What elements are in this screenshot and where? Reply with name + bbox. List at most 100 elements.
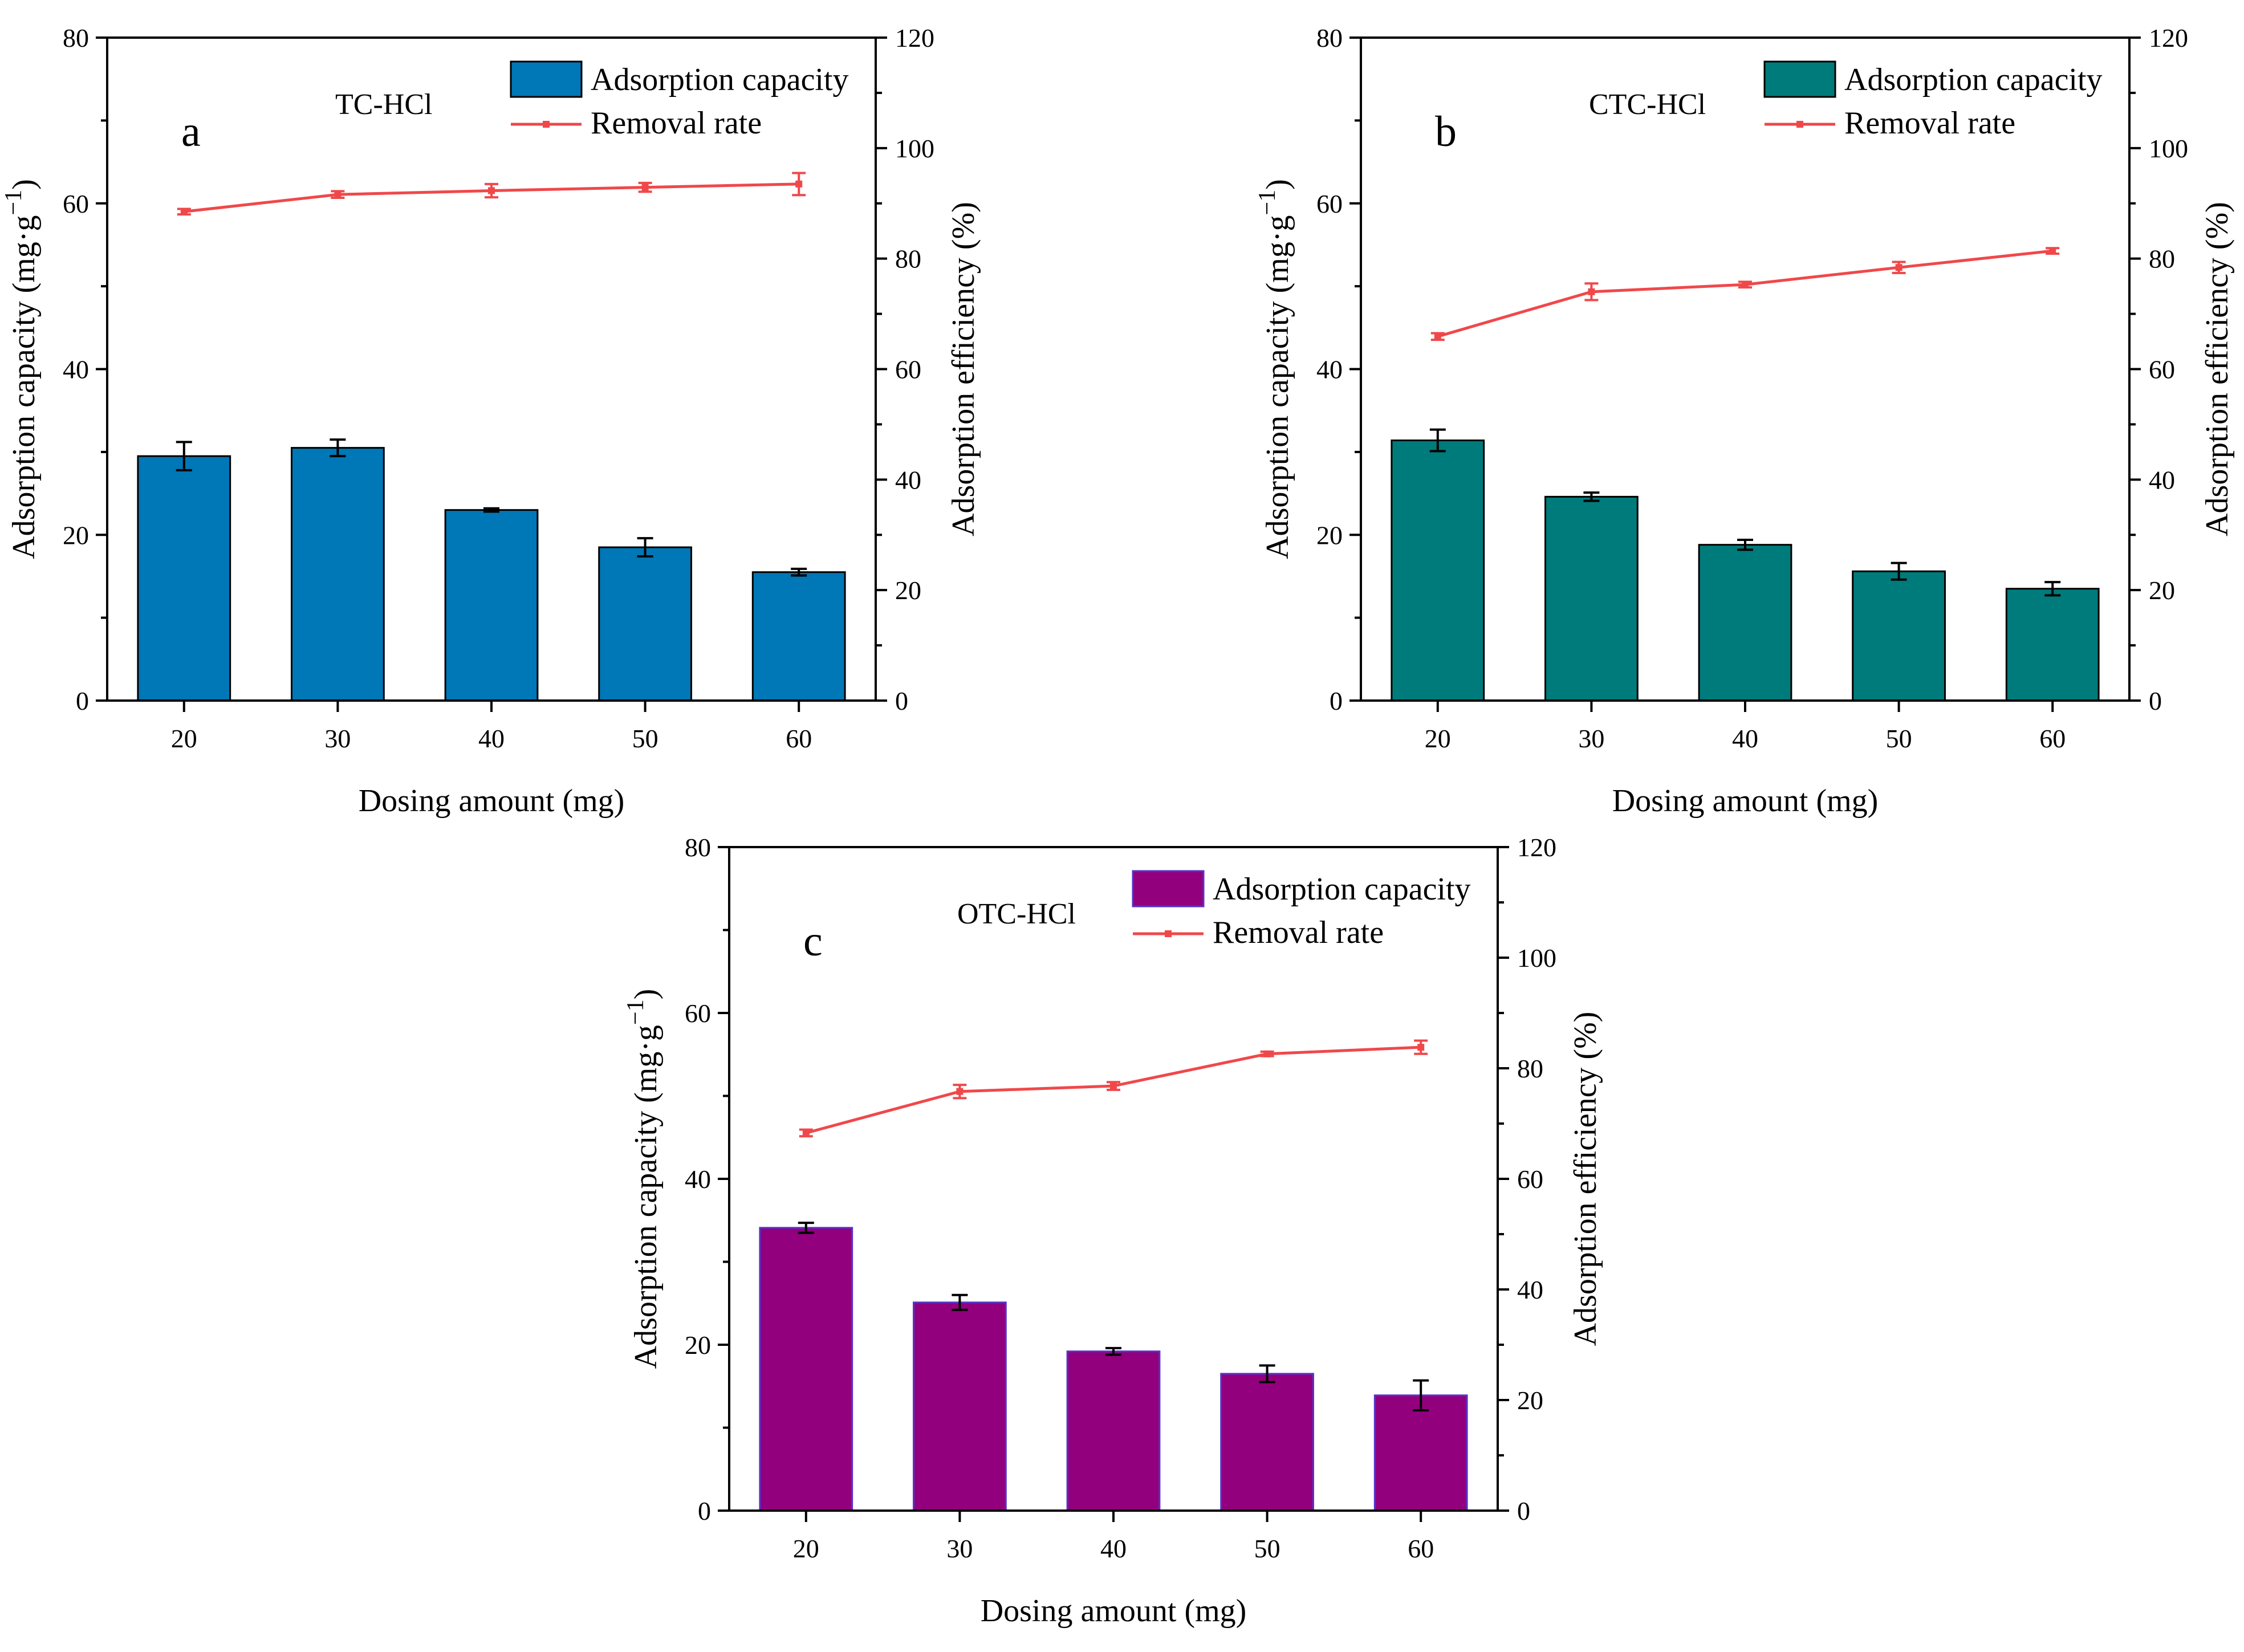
x-axis-label: Dosing amount (mg)	[981, 1593, 1247, 1629]
x-tick-label: 20	[793, 1534, 819, 1563]
bar	[1698, 544, 1792, 702]
line-point	[1588, 288, 1595, 295]
y-tick-label: 0	[76, 686, 89, 715]
y2-tick-label: 120	[2149, 23, 2188, 52]
bar	[1373, 1394, 1468, 1512]
legend-bar-label: Adsorption capacity	[1844, 62, 2103, 97]
line-point	[956, 1088, 964, 1095]
compound-name: OTC-HCl	[957, 898, 1076, 930]
legend-line-marker	[1165, 930, 1172, 937]
line-point	[1742, 281, 1749, 288]
panel-letter: b	[1435, 108, 1457, 156]
bar	[598, 546, 692, 702]
panel-letter: c	[803, 917, 823, 965]
panel-a: 0 20 40 60 80 0 20 40 60 80 100 120 20 30 40 50 60 Dosing…	[1, 23, 981, 819]
y2-tick-label: 100	[2149, 134, 2188, 163]
y-axis-label: Adsorption capacity (mg·g−1)	[1254, 179, 1295, 559]
line-point	[1263, 1050, 1271, 1057]
line-point	[334, 191, 342, 198]
line-point	[795, 180, 803, 188]
x-tick-label: 20	[1425, 724, 1451, 753]
bar-error-bar	[2044, 581, 2061, 597]
y-tick-label: 80	[685, 833, 711, 862]
legend-bar-label: Adsorption capacity	[591, 62, 849, 97]
bar	[913, 1301, 1007, 1512]
bar-error-bar	[483, 507, 499, 513]
y-tick-label: 60	[63, 189, 89, 218]
line-point	[488, 187, 495, 194]
y2-tick-label: 120	[895, 23, 934, 52]
removal-rate-line	[1437, 249, 2053, 338]
line-point	[1895, 264, 1902, 271]
bar	[1391, 440, 1485, 702]
y-tick-label: 20	[685, 1330, 711, 1360]
x-tick-label: 50	[1254, 1534, 1280, 1563]
y2-tick-label: 80	[1517, 1054, 1543, 1083]
y2-tick-label: 60	[1517, 1165, 1543, 1194]
bar-error-bar	[791, 567, 807, 577]
line-point	[641, 184, 649, 191]
bar-error-bar	[798, 1222, 814, 1234]
bar	[759, 1227, 853, 1512]
bar-error-bar	[1413, 1379, 1429, 1411]
x-tick-label: 40	[1732, 724, 1758, 753]
line-point	[802, 1129, 810, 1137]
x-tick-label: 30	[1578, 724, 1604, 753]
legend-line-marker	[1796, 121, 1803, 128]
legend-bar-swatch	[510, 60, 583, 98]
y-tick-label: 20	[1316, 520, 1343, 550]
y2-tick-label: 60	[2149, 355, 2175, 384]
bar	[444, 509, 539, 702]
y-tick-label: 80	[1316, 23, 1343, 52]
bar	[291, 447, 385, 702]
bar-error-bar	[1891, 561, 1907, 581]
x-tick-label: 30	[946, 1534, 973, 1563]
line-point	[1434, 333, 1441, 340]
x-tick-label: 50	[632, 724, 658, 753]
legend: Adsorption capacity Removal rate	[1763, 60, 2103, 141]
y2-tick-label: 40	[1517, 1275, 1543, 1304]
y-tick-label: 80	[63, 23, 89, 52]
x-tick-label: 30	[324, 724, 351, 753]
y-tick-label: 60	[685, 999, 711, 1028]
legend: Adsorption capacity Removal rate	[1132, 870, 1471, 950]
bar	[1220, 1373, 1314, 1512]
x-tick-label: 40	[1100, 1534, 1127, 1563]
y-axis-label: Adsorption capacity (mg·g−1)	[623, 989, 664, 1369]
x-axis-label: Dosing amount (mg)	[359, 783, 625, 819]
x-tick-label: 60	[2039, 724, 2066, 753]
y-tick-label: 40	[685, 1165, 711, 1194]
y2-tick-label: 80	[2149, 245, 2175, 274]
x-tick-label: 60	[1408, 1534, 1434, 1563]
x-tick-label: 40	[478, 724, 505, 753]
y-tick-label: 0	[1330, 686, 1343, 715]
bar-error-bar	[1259, 1364, 1275, 1384]
legend-bar-label: Adsorption capacity	[1213, 872, 1471, 907]
y2-axis-label: Adsorption efficiency (%)	[1568, 1012, 1603, 1346]
panel-c: 0 20 40 60 80 0 20 40 60 80 100 120 20 30 40 50 60 Dosing…	[623, 833, 1603, 1629]
bar-error-bar	[1583, 491, 1600, 502]
bar	[1544, 495, 1639, 702]
x-tick-label: 50	[1886, 724, 1912, 753]
line-point	[1417, 1044, 1425, 1051]
legend-line-label: Removal rate	[1213, 915, 1384, 950]
y-tick-label: 60	[1316, 189, 1343, 218]
bar	[1852, 570, 1946, 702]
legend-bar-swatch	[1132, 870, 1205, 908]
x-axis-label: Dosing amount (mg)	[1612, 783, 1879, 819]
y2-tick-label: 80	[895, 245, 921, 274]
x-tick-label: 60	[786, 724, 812, 753]
y2-tick-label: 100	[895, 134, 934, 163]
y-tick-label: 20	[63, 520, 89, 550]
bar	[1066, 1350, 1161, 1512]
y2-tick-label: 120	[1517, 833, 1556, 862]
y2-tick-label: 0	[895, 686, 908, 715]
y-tick-label: 40	[1316, 355, 1343, 384]
line-point	[1110, 1083, 1117, 1090]
bar-error-bar	[952, 1293, 968, 1311]
y2-tick-label: 40	[2149, 465, 2175, 494]
y2-tick-label: 60	[895, 355, 921, 384]
bar-error-bar	[176, 441, 192, 471]
legend-line-marker	[543, 121, 550, 128]
